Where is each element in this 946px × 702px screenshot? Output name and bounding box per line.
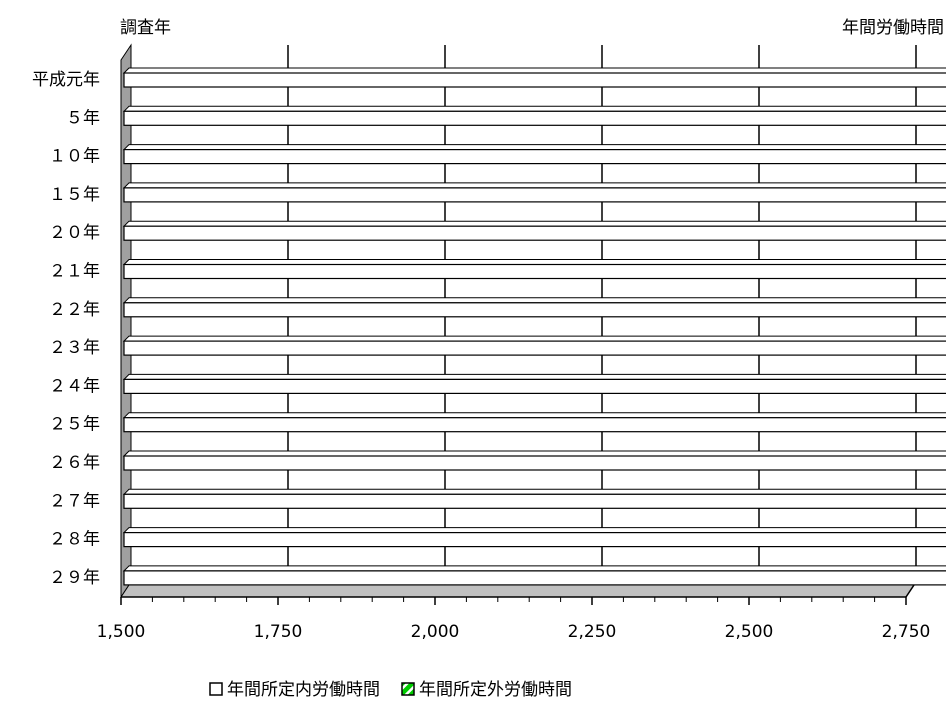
bar-top [122,220,946,227]
bar-top [122,373,946,380]
y-tick-label: ２９年 [49,568,100,588]
x-tick-label: 1,750 [254,622,303,642]
y-tick-label: １０年 [49,147,100,167]
bar-top [122,259,946,265]
x-tick-label: 2,500 [725,622,774,642]
legend-swatch [401,682,415,696]
y-tick-label: ２２年 [49,300,100,320]
x-axis-label: 年間労働時間 [842,18,944,38]
y-tick-label: ２３年 [49,338,100,358]
y-tick-label: ２１年 [49,262,100,282]
bar-top [122,182,946,189]
bar-top [122,67,946,74]
bar [123,149,946,165]
bar [123,493,946,509]
bar-top [122,488,946,495]
bar [123,187,946,203]
y-tick-label: １５年 [49,185,100,205]
bar [123,340,946,356]
y-tick-label: ２７年 [49,491,100,511]
y-tick-label: ５年 [66,108,100,128]
bar [123,455,946,471]
bar-top [122,527,946,534]
bar [123,378,946,394]
bar [123,72,946,88]
y-tick-label: ２８年 [49,530,100,550]
side-wall [120,43,132,599]
x-tick-label: 2,750 [882,622,931,642]
legend-swatch [209,682,223,696]
y-tick-label: ２０年 [49,223,100,243]
bar-top [122,144,946,151]
bar [123,110,946,126]
legend-label: 年間所定外労働時間 [419,680,572,700]
y-tick-label: ２５年 [49,415,100,435]
x-tick-label: 2,000 [411,622,460,642]
bar [123,225,946,241]
bar [123,417,946,433]
y-tick-label: ２６年 [49,453,100,473]
bar-top [122,335,946,342]
legend-label: 年間所定内労働時間 [227,680,380,700]
y-tick-label: ２４年 [49,376,100,396]
bar [123,302,946,318]
bar [123,570,946,586]
x-tick-label: 2,250 [568,622,617,642]
bar [123,263,946,280]
y-axis-label: 調査年 [120,18,171,38]
bar-top [122,105,946,112]
bar-top [122,297,946,304]
bar [123,531,946,548]
bar-top [122,565,946,572]
bar-top [122,412,946,419]
x-tick-label: 1,500 [97,622,146,642]
bar-top [122,450,946,457]
y-tick-label: 平成元年 [32,70,100,90]
